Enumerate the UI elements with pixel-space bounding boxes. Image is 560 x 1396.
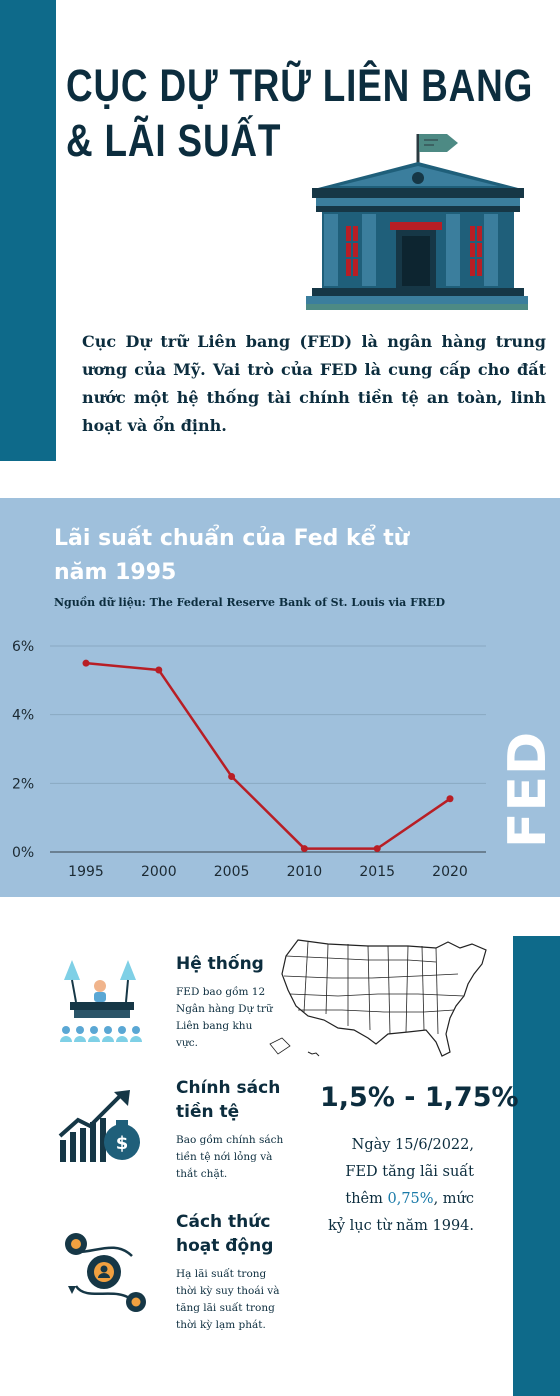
item-operation-title: Cách thức hoạt động	[176, 1212, 274, 1256]
item-monetary-policy: Chính sách tiền tệ Bao gồm chính sách ti…	[176, 1076, 296, 1183]
x-tick-label: 2015	[359, 864, 395, 880]
rate-range: 1,5% - 1,75%	[320, 1082, 519, 1113]
usa-map-icon	[269, 939, 487, 1057]
data-point	[155, 666, 163, 674]
chart-section: Lãi suất chuẩn của Fed kể từ năm 1995 Ng…	[0, 498, 560, 897]
x-tick-label: 2020	[432, 864, 468, 880]
rate-note-after: , mức kỷ lục từ năm 1994.	[328, 1191, 474, 1234]
federal-reserve-building-icon	[306, 134, 528, 310]
data-point	[300, 845, 308, 853]
item-operation-desc: Hạ lãi suất trong thời kỳ suy thoái và t…	[176, 1268, 280, 1331]
page-title: CỤC DỰ TRỮ LIÊN BANG & LÃI SUẤT	[66, 58, 534, 168]
item-system-title: Hệ thống	[176, 954, 264, 974]
item-system: Hệ thống FED bao gồm 12 Ngân hàng Dự trữ…	[176, 952, 276, 1052]
y-tick-label: 4%	[12, 708, 34, 724]
title-line-2: & LÃI SUẤT	[66, 115, 282, 166]
x-tick-label: 2010	[287, 864, 323, 880]
chart-source: Nguồn dữ liệu: The Federal Reserve Bank …	[54, 596, 445, 609]
data-point	[446, 795, 454, 803]
y-tick-label: 2%	[12, 776, 34, 792]
item-system-desc: FED bao gồm 12 Ngân hàng Dự trữ Liên ban…	[176, 986, 273, 1049]
growth-money-icon: $	[58, 1090, 140, 1162]
svg-text:$: $	[116, 1133, 129, 1154]
conference-icon	[60, 960, 142, 1042]
data-point	[82, 659, 90, 667]
intro-paragraph: Cục Dự trữ Liên bang (FED) là ngân hàng …	[82, 332, 546, 435]
chart-title: Lãi suất chuẩn của Fed kể từ năm 1995	[54, 526, 410, 585]
rate-note: Ngày 15/6/2022, FED tăng lãi suất thêm 0…	[326, 1132, 474, 1240]
item-monetary-policy-desc: Bao gồm chính sách tiền tệ nới lỏng và t…	[176, 1134, 284, 1180]
top-accent-bar	[0, 0, 56, 461]
title-line-1: CỤC DỰ TRỮ LIÊN BANG	[66, 60, 534, 111]
series-line	[85, 661, 451, 850]
gears-icon	[65, 1233, 146, 1312]
y-tick-label: 0%	[12, 845, 34, 861]
rate-note-before: Ngày 15/6/2022, FED tăng lãi suất thêm	[345, 1137, 474, 1207]
x-tick-label: 2000	[141, 864, 177, 880]
data-point	[373, 845, 381, 853]
item-operation: Cách thức hoạt động Hạ lãi suất trong th…	[176, 1210, 296, 1334]
x-tick-label: 2005	[214, 864, 250, 880]
fed-side-label: FED	[498, 730, 558, 848]
line-chart: 6% 4% 2% 0% 1995 2000 2005 2010 2015 2020	[12, 639, 486, 880]
bottom-accent-bar	[513, 936, 560, 1396]
data-point	[228, 772, 236, 780]
item-monetary-policy-title: Chính sách tiền tệ	[176, 1078, 281, 1122]
x-tick-label: 1995	[68, 864, 104, 880]
rate-note-highlight: 0,75%	[387, 1191, 434, 1207]
y-tick-label: 6%	[12, 639, 34, 655]
